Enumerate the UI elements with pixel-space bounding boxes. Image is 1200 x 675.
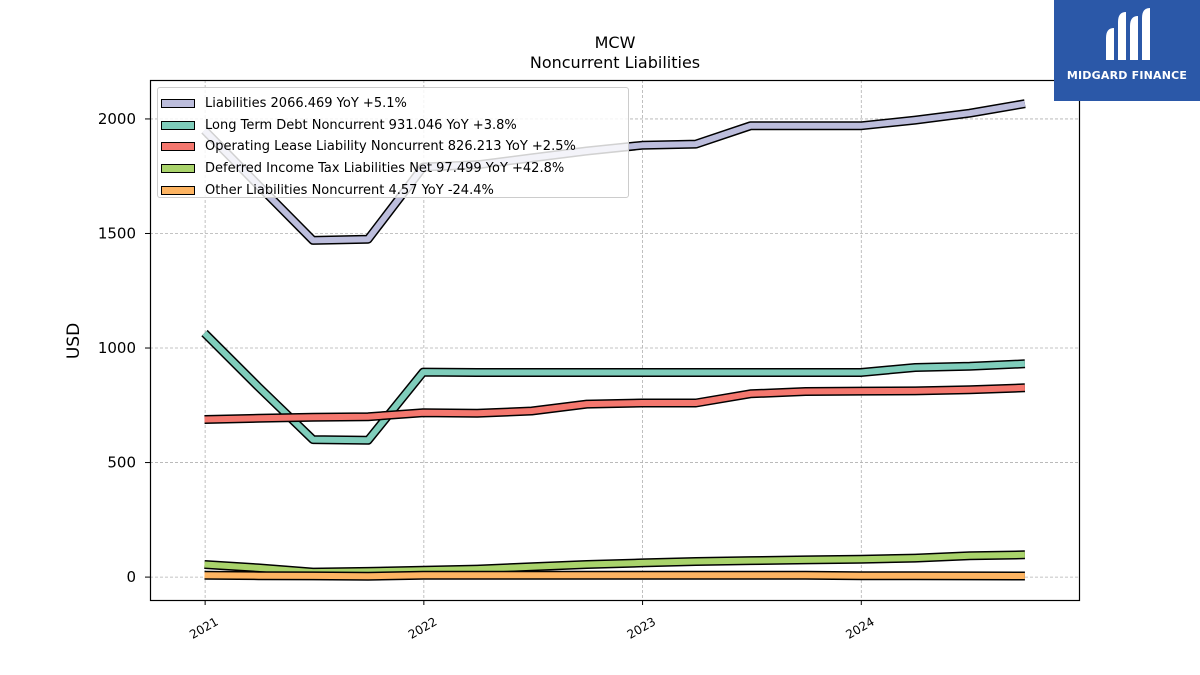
brand-logo: MIDGARD FINANCE: [1054, 0, 1200, 101]
legend: Liabilities 2066.469 YoY +5.1% Long Term …: [157, 87, 629, 198]
legend-item: Other Liabilities Noncurrent 4.57 YoY -2…: [158, 179, 628, 201]
legend-swatch: [161, 99, 195, 109]
x-tick-label: 2022: [406, 614, 439, 641]
legend-label: Other Liabilities Noncurrent 4.57 YoY -2…: [205, 182, 494, 198]
series-line: [202, 330, 1026, 444]
legend-swatch: [161, 185, 195, 195]
x-tick-label: 2023: [625, 614, 658, 641]
brand-logo-icon: [1106, 8, 1150, 60]
legend-label: Long Term Debt Noncurrent 931.046 YoY +3…: [205, 117, 517, 133]
legend-swatch: [161, 164, 195, 174]
series-line: [204, 384, 1026, 423]
y-tick-label: 0: [126, 568, 136, 586]
y-tick-label: 1500: [98, 224, 136, 242]
chart-title: MCW: [594, 33, 636, 52]
legend-swatch: [161, 142, 195, 152]
legend-label: Deferred Income Tax Liabilities Net 97.4…: [205, 161, 565, 177]
series-lines: [201, 99, 1026, 581]
legend-label: Liabilities 2066.469 YoY +5.1%: [205, 96, 407, 112]
x-tick-label: 2021: [187, 614, 220, 641]
legend-item: Liabilities 2066.469 YoY +5.1%: [158, 93, 628, 115]
x-axis: 2021 2022 2023 2024: [187, 600, 877, 642]
x-tick-label: 2024: [843, 614, 876, 641]
legend-item: Operating Lease Liability Noncurrent 826…: [158, 136, 628, 158]
y-axis-label: USD: [64, 323, 84, 359]
legend-item: Long Term Debt Noncurrent 931.046 YoY +3…: [158, 115, 628, 137]
y-tick-label: 500: [107, 454, 136, 472]
legend-swatch: [161, 120, 195, 130]
series-line: [204, 551, 1025, 576]
chart-subtitle: Noncurrent Liabilities: [529, 53, 701, 72]
y-axis: 0 500 1000 1500 2000: [98, 110, 150, 586]
legend-label: Operating Lease Liability Noncurrent 826…: [205, 139, 576, 155]
brand-logo-text: MIDGARD FINANCE: [1066, 69, 1188, 82]
legend-item: Deferred Income Tax Liabilities Net 97.4…: [158, 158, 628, 180]
y-tick-label: 1000: [98, 339, 136, 357]
plot-frame: [149, 79, 1081, 602]
y-tick-label: 2000: [98, 110, 136, 128]
series-line: [204, 572, 1025, 580]
